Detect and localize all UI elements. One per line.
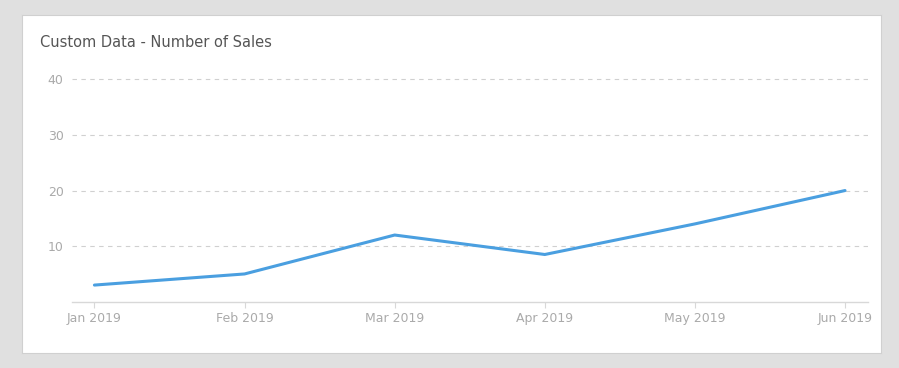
Text: Custom Data - Number of Sales: Custom Data - Number of Sales (40, 35, 272, 50)
